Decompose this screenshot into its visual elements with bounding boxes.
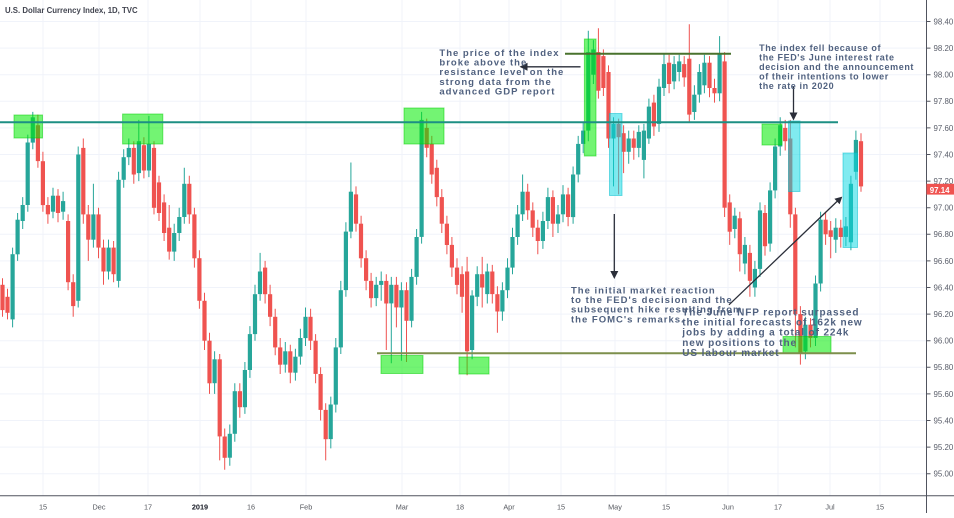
svg-text:98.20: 98.20: [934, 44, 954, 53]
svg-text:15: 15: [876, 503, 884, 512]
svg-text:97.60: 97.60: [934, 124, 954, 133]
svg-text:96.80: 96.80: [934, 230, 954, 239]
svg-text:15: 15: [39, 503, 47, 512]
svg-text:May: May: [608, 503, 622, 512]
svg-text:98.00: 98.00: [934, 71, 954, 80]
svg-text:decision and the announcement: decision and the announcement: [759, 62, 914, 72]
svg-text:17: 17: [144, 503, 152, 512]
svg-text:US labour market: US labour market: [682, 348, 779, 359]
svg-text:the rate in 2020: the rate in 2020: [759, 81, 834, 91]
svg-text:97.40: 97.40: [934, 150, 954, 159]
svg-text:Mar: Mar: [396, 503, 409, 512]
svg-text:Jun: Jun: [722, 503, 734, 512]
svg-text:17: 17: [774, 503, 782, 512]
svg-text:16: 16: [247, 503, 255, 512]
svg-text:Jul: Jul: [825, 503, 835, 512]
svg-text:96.60: 96.60: [934, 257, 954, 266]
svg-text:U.S. Dollar Currency Index, 1D: U.S. Dollar Currency Index, 1D, TVC: [5, 6, 138, 15]
svg-text:97.80: 97.80: [934, 97, 954, 106]
svg-text:of their intentions to lower: of their intentions to lower: [759, 71, 889, 81]
svg-text:the FOMC's remarks.: the FOMC's remarks.: [571, 314, 685, 325]
svg-text:95.60: 95.60: [934, 390, 954, 399]
svg-text:Feb: Feb: [300, 503, 313, 512]
svg-text:95.80: 95.80: [934, 363, 954, 372]
svg-text:2019: 2019: [192, 503, 208, 512]
svg-text:15: 15: [557, 503, 565, 512]
svg-text:The index fell because of: The index fell because of: [759, 43, 881, 53]
svg-text:advanced GDP report: advanced GDP report: [439, 86, 555, 97]
svg-text:96.40: 96.40: [934, 283, 954, 292]
svg-text:18: 18: [456, 503, 464, 512]
svg-text:95.40: 95.40: [934, 416, 954, 425]
svg-text:15: 15: [662, 503, 670, 512]
svg-text:97.14: 97.14: [930, 186, 950, 195]
svg-text:95.00: 95.00: [934, 470, 954, 479]
svg-text:95.20: 95.20: [934, 443, 954, 452]
svg-text:the FED's June interest rate: the FED's June interest rate: [759, 52, 894, 62]
svg-text:Apr: Apr: [503, 503, 515, 512]
svg-text:Dec: Dec: [93, 503, 106, 512]
svg-text:98.40: 98.40: [934, 17, 954, 26]
svg-text:96.00: 96.00: [934, 337, 954, 346]
svg-text:97.00: 97.00: [934, 204, 954, 213]
svg-text:96.20: 96.20: [934, 310, 954, 319]
